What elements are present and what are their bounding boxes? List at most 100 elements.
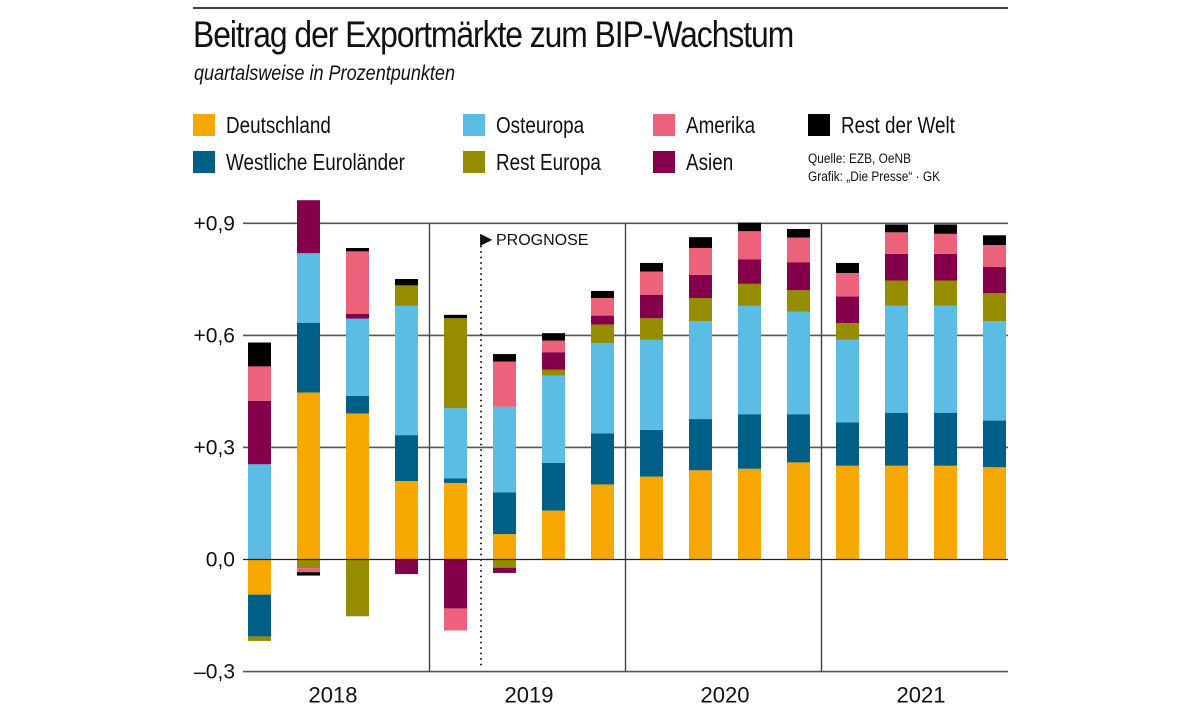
- bar-segment: [444, 482, 467, 560]
- legend-label: Asien: [686, 148, 734, 175]
- bar-segment: [591, 433, 614, 485]
- bar-segment: [346, 395, 369, 414]
- bar-segment: [787, 290, 810, 312]
- x-axis-year-labels: 2018 2019 2020 2021: [309, 683, 946, 708]
- bar-segment: [248, 400, 271, 465]
- bar-segment: [591, 315, 614, 325]
- bar-segment: [493, 492, 516, 535]
- bar-segment: [836, 273, 859, 297]
- bar-segment: [346, 251, 369, 314]
- bar-segment: [297, 559, 320, 569]
- legend-item-rest-europa: Rest Europa: [463, 149, 624, 175]
- bar-segment: [738, 283, 761, 306]
- bar-segment: [983, 235, 1006, 246]
- bar-segment: [738, 468, 761, 560]
- bar-segment: [591, 298, 614, 316]
- bar-segment: [542, 340, 565, 353]
- bar-segment: [640, 294, 663, 319]
- bar-segment: [493, 406, 516, 493]
- legend-swatch-amerika: [653, 114, 675, 136]
- bar-segment: [983, 321, 1006, 421]
- bar-segment: [395, 481, 418, 560]
- legend-label: Deutschland: [226, 111, 331, 138]
- y-tick-label: +0,9: [194, 212, 235, 235]
- bar-segment: [542, 352, 565, 370]
- bar-segment: [248, 636, 271, 641]
- legend-item-westliche-eurolaender: Westliche Euroländer: [193, 149, 444, 175]
- legend-swatch-rest-der-welt: [808, 114, 830, 136]
- bar-segment: [934, 233, 957, 254]
- bar-segment: [689, 248, 712, 275]
- bar-segment: [591, 343, 614, 434]
- bar-segment: [885, 412, 908, 466]
- bar-segment: [346, 413, 369, 560]
- bar-segment: [444, 408, 467, 479]
- bar-segment: [934, 465, 957, 560]
- bar-segment: [395, 305, 418, 436]
- legend-label: Amerika: [686, 111, 756, 138]
- bar-segment: [346, 313, 369, 319]
- bar-segment: [787, 414, 810, 463]
- bar-segment: [444, 314, 467, 319]
- bar-segment: [934, 412, 957, 466]
- chart-title: Beitrag der Exportmärkte zum BIP-Wachstu…: [193, 14, 794, 55]
- bar-segment: [836, 465, 859, 560]
- bar-segment: [689, 419, 712, 471]
- bar-segment: [689, 470, 712, 560]
- bar-segment: [248, 342, 271, 367]
- legend-item-deutschland: Deutschland: [193, 111, 354, 138]
- year-dividers: [428, 223, 823, 672]
- legend-item-rest-der-welt: Rest der Welt: [808, 112, 980, 138]
- legend-swatch-westliche: [193, 151, 215, 173]
- bar-segment: [542, 510, 565, 560]
- bar-segment: [983, 467, 1006, 560]
- bar-segment: [787, 311, 810, 415]
- bar-segment: [689, 298, 712, 322]
- bar-segment: [591, 290, 614, 299]
- bar-segment: [836, 422, 859, 466]
- bar-segment: [885, 253, 908, 281]
- bar-segment: [738, 414, 761, 469]
- bar-segment: [248, 559, 271, 595]
- legend-swatch-deutschland: [193, 114, 215, 136]
- bar-segment: [248, 464, 271, 560]
- bar-segment: [640, 476, 663, 560]
- x-year-label: 2020: [701, 683, 750, 708]
- bar-segment: [297, 392, 320, 560]
- legend-item-osteuropa: Osteuropa: [463, 111, 603, 138]
- bar-segment: [493, 354, 516, 362]
- bar-segment: [493, 559, 516, 568]
- prognose-marker-icon: ▶: [480, 231, 493, 248]
- bar-segment: [738, 305, 761, 415]
- x-year-label: 2018: [309, 683, 358, 708]
- prognose-label: PROGNOSE: [496, 232, 588, 249]
- bar-segment: [836, 296, 859, 324]
- y-tick-label: –0,3: [194, 661, 235, 684]
- bar-segment: [836, 339, 859, 423]
- bar-segment: [444, 318, 467, 409]
- top-rule: [193, 7, 1008, 9]
- bar-segment: [787, 237, 810, 263]
- bar-segment: [738, 222, 761, 232]
- bar-segment: [640, 271, 663, 295]
- bar-segment: [346, 559, 369, 617]
- bar-segment: [983, 293, 1006, 322]
- bar-segment: [640, 429, 663, 477]
- bar-segment: [297, 253, 320, 323]
- bar-segment: [885, 280, 908, 306]
- bar-segment: [689, 237, 712, 249]
- y-axis-labels: –0,3 0,0 +0,3 +0,6 +0,9: [194, 212, 235, 683]
- bar-segment: [297, 322, 320, 393]
- bar-segment: [689, 321, 712, 420]
- legend-label: Osteuropa: [496, 111, 585, 138]
- bar-segment: [983, 267, 1006, 294]
- bar-segment: [444, 478, 467, 483]
- bar-segment: [542, 462, 565, 511]
- bar-segment: [444, 608, 467, 631]
- source-line: Quelle: EZB, OeNB: [808, 151, 912, 166]
- bar-segment: [983, 245, 1006, 268]
- y-tick-label: +0,6: [194, 324, 235, 347]
- bar-segment: [248, 366, 271, 401]
- chart-subtitle: quartalsweise in Prozentpunkten: [194, 62, 456, 85]
- bar-segment: [493, 361, 516, 407]
